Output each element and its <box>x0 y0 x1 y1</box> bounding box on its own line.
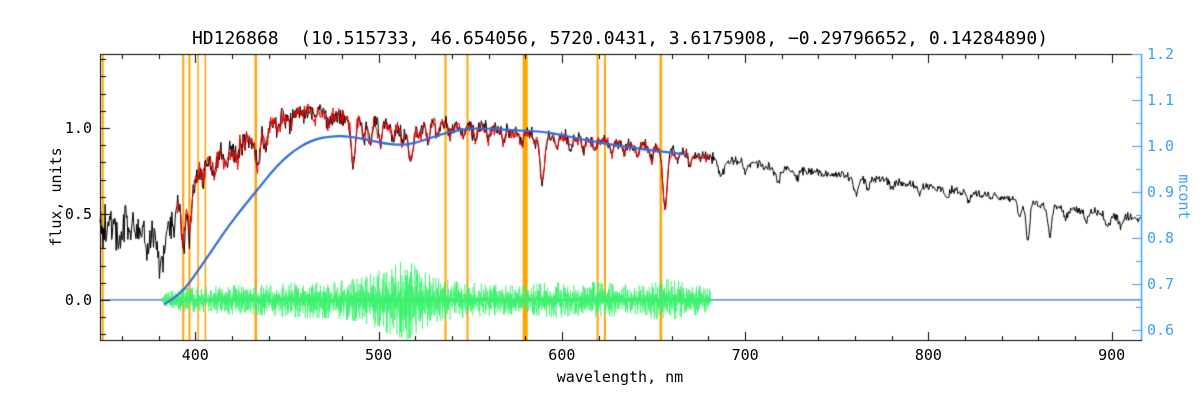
x-tick-label: 700 <box>731 346 759 364</box>
x-tick-label: 800 <box>914 346 942 364</box>
y-right-tick-label: 1.2 <box>1147 45 1175 63</box>
y-right-tick-label: 1.1 <box>1147 90 1175 109</box>
x-axis-label: wavelength, nm <box>556 368 684 386</box>
y-right-tick-label: 0.6 <box>1147 320 1175 339</box>
x-tick-label: 500 <box>365 346 393 364</box>
y-left-tick-label: 0.5 <box>64 204 92 223</box>
plot-title: HD126868 (10.515733, 46.654056, 5720.043… <box>191 28 1049 49</box>
y-left-tick-label: 0.0 <box>64 290 92 309</box>
y-right-tick-label: 0.8 <box>1147 228 1175 247</box>
x-tick-label: 400 <box>181 346 209 364</box>
y-axis-label-left: flux, units <box>47 147 65 247</box>
y-left-tick-label: 1.0 <box>64 118 92 137</box>
x-tick-label: 600 <box>548 346 576 364</box>
y-right-tick-label: 1.0 <box>1147 136 1175 155</box>
y-right-tick-label: 0.7 <box>1147 274 1175 293</box>
x-tick-label: 900 <box>1098 346 1126 364</box>
y-right-tick-label: 0.9 <box>1147 182 1175 201</box>
